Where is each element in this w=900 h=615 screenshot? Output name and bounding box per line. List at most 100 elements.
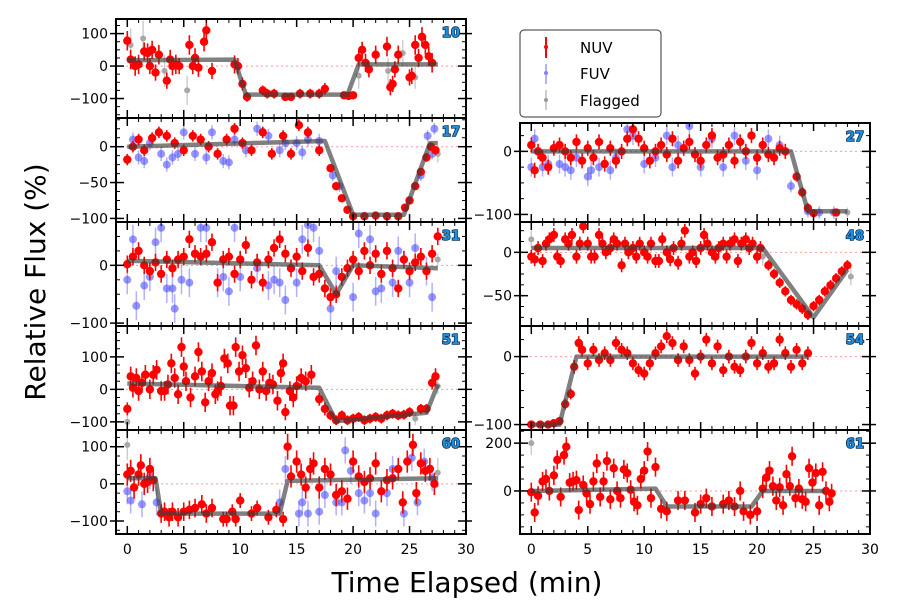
fuv-point <box>354 489 363 498</box>
nuv-point <box>177 342 186 352</box>
panel-plot-area <box>116 222 466 324</box>
nuv-point <box>699 230 709 240</box>
y-tick-label: 200 <box>485 436 512 452</box>
fuv-point <box>202 223 211 232</box>
nuv-point <box>123 155 132 164</box>
nuv-point <box>223 359 232 368</box>
nuv-point <box>377 269 386 279</box>
nuv-point <box>778 501 788 510</box>
nuv-point <box>668 338 677 348</box>
nuv-point <box>735 365 745 375</box>
nuv-point <box>348 255 358 264</box>
nuv-point <box>230 124 239 133</box>
nuv-point <box>301 483 310 492</box>
nuv-point <box>264 255 273 264</box>
nuv-point <box>589 477 598 486</box>
fuv-point <box>354 229 363 238</box>
x-tick-label: 15 <box>692 542 710 558</box>
nuv-point <box>711 252 720 261</box>
model-fit-line <box>127 57 438 97</box>
flagged-point <box>434 469 441 476</box>
fuv-point <box>162 284 171 293</box>
nuv-point <box>275 235 284 244</box>
legend-label-fuv: FUV <box>580 65 611 83</box>
x-tick-label: 25 <box>805 542 823 558</box>
nuv-point <box>541 474 551 484</box>
nuv-point <box>662 507 671 516</box>
nuv-point <box>247 275 256 284</box>
nuv-point <box>592 459 601 468</box>
nuv-point <box>643 447 652 456</box>
nuv-point <box>179 146 188 155</box>
nuv-point <box>430 479 439 489</box>
nuv-point <box>566 153 576 162</box>
nuv-point <box>651 462 660 472</box>
fuv-point <box>315 246 324 255</box>
nuv-point <box>579 480 588 490</box>
fuv-point <box>741 156 750 165</box>
nuv-point <box>320 84 330 93</box>
nuv-point <box>283 442 292 451</box>
nuv-point <box>636 474 646 484</box>
nuv-point <box>741 235 751 244</box>
nuv-point <box>431 146 440 155</box>
nuv-point <box>258 367 267 376</box>
nuv-point <box>377 487 386 496</box>
nuv-point <box>296 470 306 479</box>
nuv-point <box>129 483 139 492</box>
panel-plot-area <box>116 430 466 527</box>
nuv-point <box>696 156 705 166</box>
nuv-point <box>292 457 301 466</box>
fuv-point <box>224 287 233 296</box>
nuv-point <box>168 264 177 273</box>
nuv-point <box>786 362 796 371</box>
nuv-point <box>639 369 649 378</box>
nuv-point <box>827 489 836 498</box>
fuv-point <box>730 131 739 140</box>
x-tick-label: 20 <box>748 542 766 558</box>
nuv-point <box>769 359 779 368</box>
nuv-point <box>289 393 298 402</box>
nuv-point <box>145 266 155 276</box>
fuv-point <box>566 166 575 175</box>
nuv-point <box>818 467 827 477</box>
nuv-point <box>623 468 632 478</box>
nuv-point <box>634 134 643 143</box>
nuv-point <box>298 266 307 276</box>
model-fit-line <box>531 245 850 320</box>
nuv-point <box>248 377 257 386</box>
fuv-point <box>230 223 239 232</box>
nuv-point <box>747 131 756 140</box>
nuv-point <box>594 137 604 147</box>
nuv-point <box>424 52 433 61</box>
nuv-point <box>186 393 195 402</box>
nuv-point <box>194 347 203 357</box>
fuv-point <box>123 487 132 496</box>
legend-dot-fuv <box>544 71 548 75</box>
nuv-point <box>123 36 132 45</box>
nuv-point <box>769 269 779 279</box>
nuv-point <box>530 508 539 517</box>
nuv-point <box>147 45 157 55</box>
nuv-point <box>348 91 358 100</box>
fuv-point <box>377 284 386 293</box>
nuv-point <box>371 50 380 59</box>
nuv-point <box>337 487 347 496</box>
nuv-point <box>538 153 547 162</box>
nuv-point <box>427 249 437 258</box>
nuv-point <box>167 359 176 368</box>
nuv-point <box>530 166 539 175</box>
y-tick-label: −100 <box>70 415 108 431</box>
panel-id-label: 48 <box>846 229 864 244</box>
fuv-point <box>157 149 166 158</box>
nuv-point <box>572 137 581 147</box>
y-tick-label: 0 <box>99 382 108 398</box>
nuv-point <box>394 284 403 293</box>
nuv-point <box>179 362 188 371</box>
nuv-point <box>574 505 583 515</box>
model-fit-line <box>531 149 848 214</box>
panel-frame <box>519 429 871 535</box>
model-fit-line <box>531 486 825 509</box>
y-tick-label: −50 <box>482 289 512 305</box>
fuv-point <box>196 223 205 232</box>
